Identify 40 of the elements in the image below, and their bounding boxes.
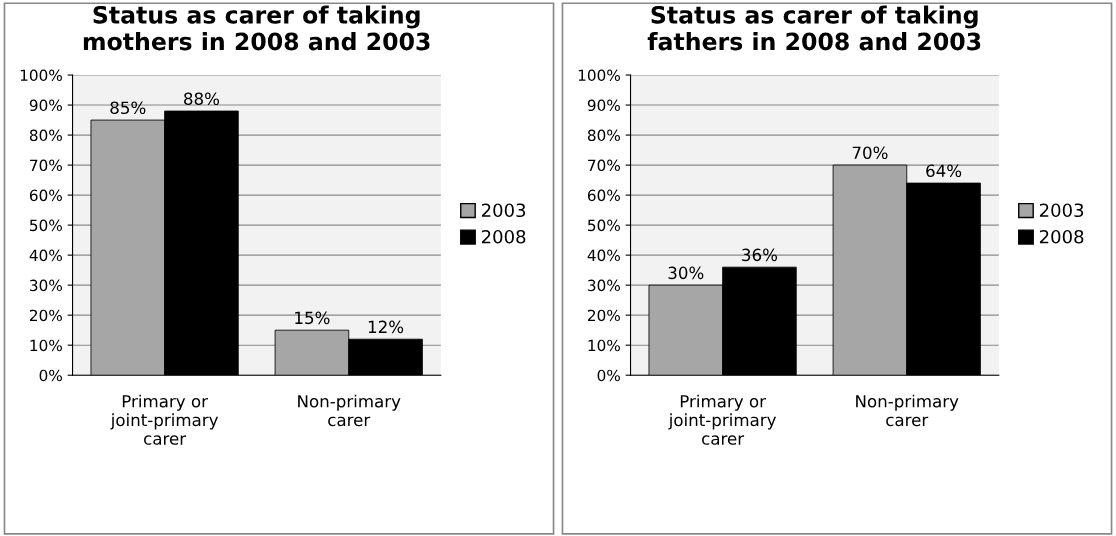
y-tick-label: 0%	[597, 369, 620, 382]
y-tick-label: 100%	[578, 69, 620, 82]
x-tick-label: Non-primary carer	[298, 394, 401, 427]
data-label: 88%	[184, 92, 220, 106]
y-tick-label: 20%	[587, 309, 620, 322]
data-label: 85%	[110, 101, 146, 115]
data-label: 70%	[852, 146, 888, 160]
legend-label: 2008	[481, 229, 526, 244]
y-tick-label: 80%	[587, 129, 620, 142]
y-tick-label: 10%	[30, 339, 62, 352]
data-label: 12%	[368, 320, 404, 334]
data-label: 30%	[668, 266, 704, 280]
y-tick-label: 40%	[587, 249, 620, 262]
y-tick-label: 90%	[587, 99, 620, 112]
y-tick-label: 0%	[39, 369, 62, 382]
x-tick-label: Primary or joint-primary carer	[668, 394, 777, 445]
y-tick-label: 30%	[30, 279, 62, 292]
x-tick-label: Non-primary carer	[856, 394, 959, 427]
data-label: 15%	[295, 311, 330, 325]
y-tick-label: 90%	[29, 99, 62, 112]
y-tick-label: 60%	[587, 189, 620, 202]
chart-title: Status as carer of taking fathers in 2008 and 2003	[647, 5, 981, 51]
y-tick-label: 80%	[29, 129, 62, 142]
chart-title: Status as carer of taking mothers in 2008 and 2003	[83, 5, 430, 51]
data-label: 64%	[926, 164, 962, 178]
legend-label: 2008	[1039, 229, 1084, 244]
y-tick-label: 50%	[30, 219, 62, 232]
y-tick-label: 70%	[588, 159, 620, 172]
y-tick-label: 20%	[29, 309, 62, 322]
y-tick-label: 70%	[30, 159, 62, 172]
y-tick-label: 100%	[20, 69, 62, 82]
y-tick-label: 40%	[29, 249, 62, 262]
x-tick-label: Primary or joint-primary carer	[110, 394, 219, 445]
y-tick-label: 60%	[29, 189, 62, 202]
y-tick-label: 50%	[588, 219, 620, 232]
data-label: 36%	[742, 248, 778, 262]
y-tick-label: 10%	[588, 339, 620, 352]
y-tick-label: 30%	[588, 279, 620, 292]
legend-label: 2003	[1039, 203, 1084, 218]
legend-label: 2003	[481, 203, 526, 218]
